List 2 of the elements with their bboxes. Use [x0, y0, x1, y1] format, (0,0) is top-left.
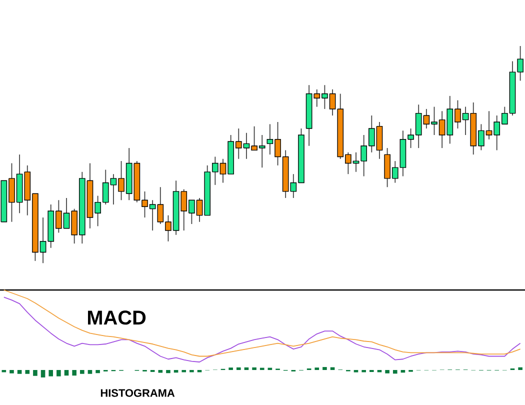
text: HISTOGRAMA	[100, 389, 175, 397]
text: MACD	[88, 310, 146, 325]
